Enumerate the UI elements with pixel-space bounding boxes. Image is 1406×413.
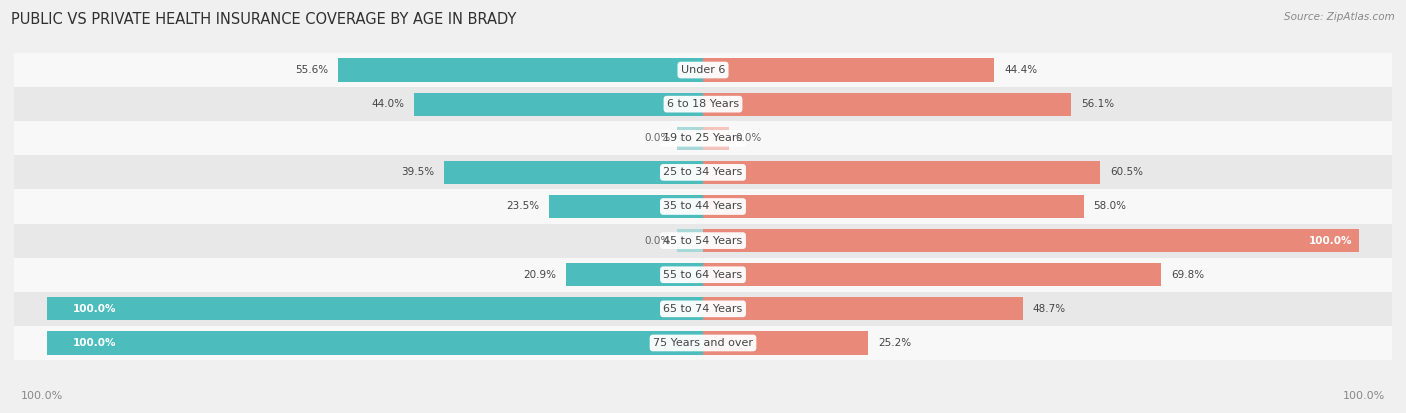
Bar (14, 190, 1392, 223)
Text: 44.4%: 44.4% (1004, 65, 1038, 75)
Text: 0.0%: 0.0% (644, 133, 671, 143)
Bar (14, 155, 1392, 190)
Bar (339, 58, 703, 82)
Bar (14, 121, 1392, 155)
Text: 75 Years and over: 75 Years and over (652, 338, 754, 348)
Bar (703, 58, 994, 82)
Bar (703, 229, 1360, 252)
Text: 100.0%: 100.0% (1343, 391, 1385, 401)
Text: 100.0%: 100.0% (21, 391, 63, 401)
Text: PUBLIC VS PRIVATE HEALTH INSURANCE COVERAGE BY AGE IN BRADY: PUBLIC VS PRIVATE HEALTH INSURANCE COVER… (11, 12, 516, 27)
Text: Under 6: Under 6 (681, 65, 725, 75)
Text: Source: ZipAtlas.com: Source: ZipAtlas.com (1284, 12, 1395, 22)
Text: 56.1%: 56.1% (1081, 99, 1114, 109)
Bar (565, 263, 703, 286)
Bar (444, 161, 703, 184)
Text: 69.8%: 69.8% (1171, 270, 1204, 280)
Bar (703, 297, 1022, 320)
Bar (46, 331, 703, 355)
Text: 45 to 54 Years: 45 to 54 Years (664, 236, 742, 246)
Text: 48.7%: 48.7% (1032, 304, 1066, 314)
Text: 44.0%: 44.0% (371, 99, 405, 109)
Bar (14, 292, 1392, 326)
Text: 0.0%: 0.0% (735, 133, 762, 143)
Bar (415, 93, 703, 116)
Text: 6 to 18 Years: 6 to 18 Years (666, 99, 740, 109)
Text: 39.5%: 39.5% (401, 167, 434, 177)
Text: 35 to 44 Years: 35 to 44 Years (664, 202, 742, 211)
Bar (703, 161, 1099, 184)
Bar (14, 258, 1392, 292)
Bar (703, 331, 869, 355)
Bar (548, 195, 703, 218)
Bar (14, 326, 1392, 360)
Bar (14, 53, 1392, 87)
Text: 19 to 25 Years: 19 to 25 Years (664, 133, 742, 143)
Text: 58.0%: 58.0% (1094, 202, 1126, 211)
Bar (676, 127, 703, 150)
Text: 55.6%: 55.6% (295, 65, 329, 75)
Bar (703, 195, 1084, 218)
Text: 65 to 74 Years: 65 to 74 Years (664, 304, 742, 314)
Text: 100.0%: 100.0% (1309, 236, 1353, 246)
Bar (703, 93, 1071, 116)
Bar (46, 297, 703, 320)
Bar (703, 127, 730, 150)
Text: 20.9%: 20.9% (523, 270, 555, 280)
Bar (676, 229, 703, 252)
Text: 25.2%: 25.2% (879, 338, 911, 348)
Text: 0.0%: 0.0% (644, 236, 671, 246)
Text: 25 to 34 Years: 25 to 34 Years (664, 167, 742, 177)
Bar (703, 263, 1161, 286)
Bar (14, 87, 1392, 121)
Text: 100.0%: 100.0% (73, 338, 117, 348)
Text: 60.5%: 60.5% (1109, 167, 1143, 177)
Text: 55 to 64 Years: 55 to 64 Years (664, 270, 742, 280)
Text: 100.0%: 100.0% (73, 304, 117, 314)
Text: 23.5%: 23.5% (506, 202, 538, 211)
Bar (14, 223, 1392, 258)
